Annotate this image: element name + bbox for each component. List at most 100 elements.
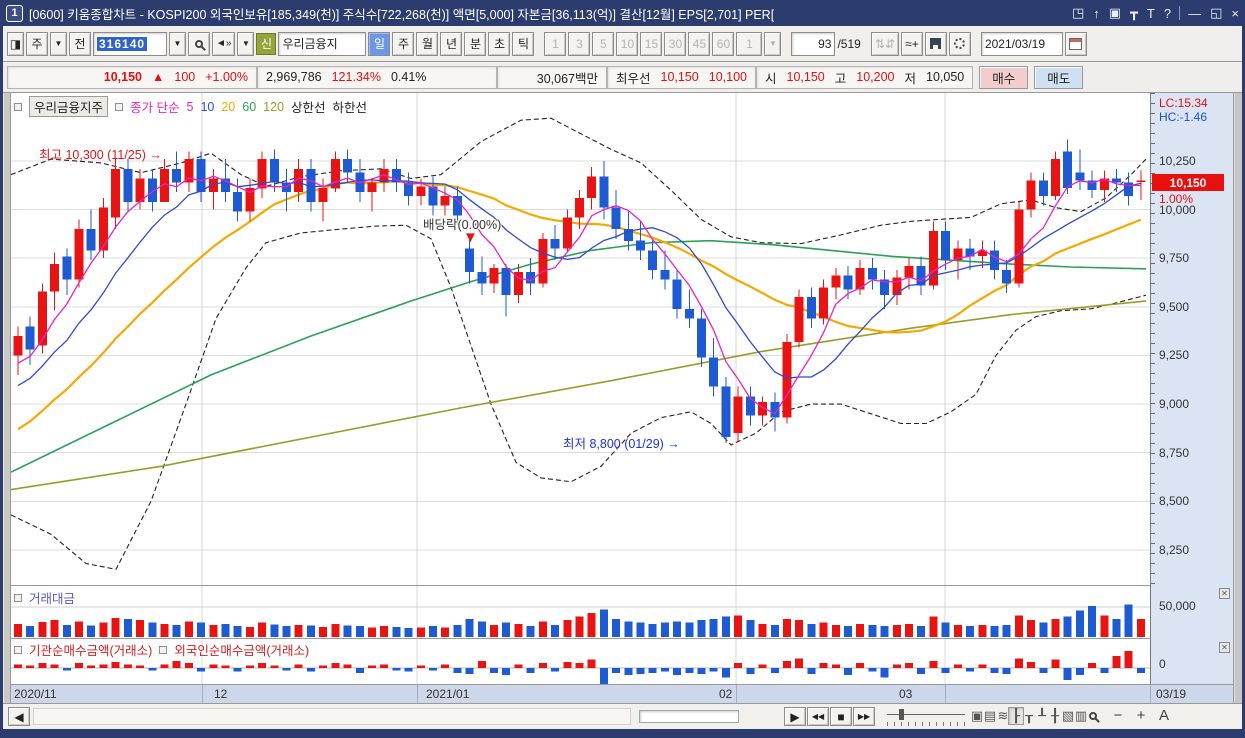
y-axis-label: 8,750	[1159, 445, 1190, 460]
legend-price-type: 종가 단순	[130, 101, 180, 115]
font-size-icon[interactable]: T	[1146, 5, 1155, 21]
highlow-marker-tool-icon[interactable]: ╂	[1051, 708, 1059, 723]
volume-legend: 거래대금	[14, 588, 75, 607]
close-button[interactable]: ×	[1231, 5, 1239, 21]
y-axis-label: 9,250	[1159, 348, 1190, 363]
period-tab-초[interactable]: 초	[488, 31, 511, 56]
bottom-toolbar: ◀ ▶ ◀◀ ■ ▶▶ ▣ ▤ ≋ ┠ ┰ ┸ ╂ ▧ ▥ − + A	[3, 703, 1242, 729]
window-control-group: — ◱ ×	[1188, 5, 1239, 21]
institution-checkbox[interactable]	[14, 645, 22, 654]
foreigner-checkbox[interactable]	[159, 645, 168, 654]
minute-select[interactable]: 1	[736, 31, 763, 56]
compare-candle-button[interactable]: ⇅⇵	[870, 31, 899, 56]
institution-label: 기관순매수금액(거래소)	[29, 644, 153, 658]
scroll-left-button[interactable]: ◀	[8, 707, 30, 726]
zoom-out-button[interactable]: −	[1113, 707, 1123, 724]
price-change: 100	[174, 70, 196, 84]
cycle-dropdown[interactable]: ▼	[50, 31, 67, 56]
ma-checkbox[interactable]	[115, 102, 124, 111]
chart-left-strip	[3, 93, 11, 703]
period-tab-주[interactable]: 주	[392, 31, 415, 56]
period-tab-일[interactable]: 일	[368, 31, 391, 56]
high-marker-tool-icon[interactable]: ┸	[1038, 708, 1046, 723]
current-price: 10,150	[103, 70, 143, 84]
netbuy-axis-label: 0	[1159, 657, 1166, 671]
left-scale-tool-icon[interactable]: ┠	[1008, 707, 1024, 725]
chart-settings-button[interactable]	[948, 31, 971, 56]
sound-dropdown[interactable]: ▼	[237, 31, 255, 56]
period-tab-년[interactable]: 년	[440, 31, 463, 56]
low-value: 10,050	[926, 70, 965, 84]
minute-button-45[interactable]: 45	[688, 31, 711, 56]
pin-window-icon[interactable]: ┳	[1130, 5, 1138, 20]
minute-button-60[interactable]: 60	[712, 31, 735, 56]
minute-select-dropdown[interactable]: ▼	[764, 31, 782, 56]
volume-panel-close-button[interactable]: ✕	[1219, 588, 1230, 599]
x-axis-label: 03	[899, 687, 913, 701]
code-dropdown[interactable]: ▼	[169, 31, 186, 56]
restore-button[interactable]: ◱	[1210, 5, 1223, 20]
legend-ma10: 10	[200, 99, 215, 114]
slider-thumb[interactable]	[899, 709, 904, 720]
trendline-add-icon[interactable]: ≋	[997, 708, 1009, 723]
popout-window-icon[interactable]: ◳	[1072, 5, 1085, 20]
ohl-segment: 시 10,150 고 10,200 저 10,050	[755, 65, 974, 89]
rewind-button[interactable]: ◀◀	[807, 707, 829, 726]
stock-name-input[interactable]: 우리금융지	[278, 31, 367, 56]
font-button[interactable]: A	[1158, 707, 1169, 724]
chart-legend: 우리금융지주 종가 단순 5 10 20 60 120 상한선 하한선	[14, 96, 367, 117]
fast-forward-button[interactable]: ▶▶	[853, 707, 875, 726]
minute-button-3[interactable]: 3	[568, 31, 591, 56]
current-pct-marker: 1.00%	[1159, 192, 1194, 206]
cycle-button[interactable]: 주	[26, 31, 48, 56]
zoom-tool-button[interactable]	[1083, 707, 1103, 724]
low-marker-tool-icon[interactable]: ┰	[1025, 708, 1033, 723]
period-tab-월[interactable]: 월	[416, 31, 439, 56]
save-chart-button[interactable]	[924, 31, 947, 56]
mini-chart-icon[interactable]: ▥	[1074, 708, 1088, 723]
play-button[interactable]: ▶	[784, 707, 806, 726]
buy-button[interactable]: 매수	[979, 65, 1029, 89]
date-input[interactable]: 2021/03/19	[980, 31, 1063, 56]
period-tab-틱[interactable]: 틱	[512, 31, 535, 56]
new-chart-window-icon[interactable]: ▣	[970, 708, 984, 723]
zoom-in-button[interactable]: +	[1136, 707, 1146, 724]
calendar-button[interactable]	[1064, 31, 1087, 56]
right-scroll-strip[interactable]	[1233, 93, 1242, 703]
date-value: 2021/03/19	[984, 36, 1045, 51]
x-axis-label: 03/19	[1156, 687, 1187, 701]
candle-count-input[interactable]: 93	[791, 31, 836, 56]
cascade-windows-icon[interactable]: ▤	[983, 708, 997, 723]
minute-button-10[interactable]: 10	[616, 31, 639, 56]
stock-checkbox[interactable]	[14, 102, 22, 111]
help-icon[interactable]: ?	[1163, 5, 1172, 21]
volume-checkbox[interactable]	[14, 593, 22, 602]
speed-slider[interactable]	[887, 708, 965, 726]
title-icon-group: ◳ ↑ ▣ ┳ T?	[1072, 5, 1171, 21]
x-axis-label: 12	[214, 687, 228, 701]
stock-name-value: 우리금융지	[282, 37, 338, 51]
always-on-top-icon[interactable]: ↑	[1093, 5, 1100, 21]
minimize-button[interactable]: —	[1188, 5, 1202, 21]
minute-button-1[interactable]: 1	[544, 31, 567, 56]
sell-button[interactable]: 매도	[1034, 65, 1084, 89]
add-indicator-button[interactable]: ≈+	[900, 31, 923, 56]
sound-button[interactable]: ◄»	[212, 31, 236, 56]
prev-stock-button[interactable]: 전	[69, 31, 91, 56]
stock-search-button[interactable]	[188, 31, 210, 56]
minute-button-30[interactable]: 30	[664, 31, 687, 56]
minute-button-5[interactable]: 5	[592, 31, 615, 56]
x-axis-label: 02	[719, 687, 733, 701]
chart-scrollbar-track[interactable]	[33, 708, 631, 725]
minute-button-15[interactable]: 15	[640, 31, 663, 56]
duplicate-window-icon[interactable]: ▣	[1108, 5, 1122, 20]
volume-label: 거래대금	[29, 592, 76, 606]
pattern-search-icon[interactable]: ▧	[1061, 708, 1075, 723]
netbuy-panel-close-button[interactable]: ✕	[1219, 642, 1230, 653]
period-tab-분[interactable]: 분	[464, 31, 487, 56]
panel-toggle-button[interactable]: ◨	[7, 31, 24, 56]
legend-stock-name: 우리금융지주	[29, 96, 109, 117]
slider-ticks	[887, 722, 965, 726]
stock-code-input[interactable]: 316140	[93, 31, 167, 56]
stop-button[interactable]: ■	[830, 707, 852, 726]
